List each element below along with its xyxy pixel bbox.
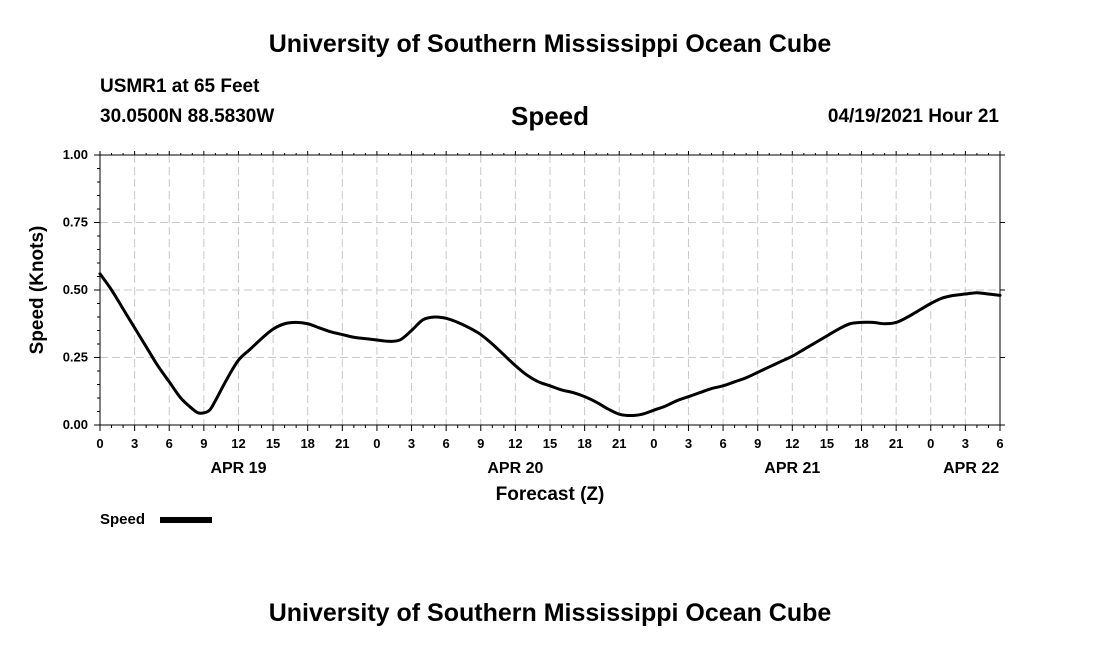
x-tick-label: 6 [443,436,450,451]
x-tick-label: 9 [754,436,761,451]
y-axis-title: Speed (Knots) [27,226,48,355]
legend: Speed [100,511,212,528]
forecast-timestamp: 04/19/2021 Hour 21 [827,106,999,127]
series-line-speed [98,272,1002,418]
x-tick-label: 0 [650,436,657,451]
x-tick-label: 6 [166,436,173,451]
x-tick-label: 0 [927,436,934,451]
x-tick-label: 18 [854,436,868,451]
x-tick-label: 3 [685,436,692,451]
x-tick-label: 21 [335,436,349,451]
x-tick-label: 3 [408,436,415,451]
x-tick-label: 3 [962,436,969,451]
x-tick-label: 9 [477,436,484,451]
page-title: University of Southern Mississippi Ocean… [268,30,832,58]
x-tick-label: 6 [719,436,726,451]
date-label: APR 22 [943,460,999,477]
x-tick-label: 6 [996,436,1003,451]
y-tick-label: 0.50 [63,282,88,297]
x-tick-label: 0 [373,436,380,451]
x-tick-label: 9 [200,436,207,451]
x-tick-label: 21 [889,436,903,451]
date-label: APR 19 [210,460,266,477]
x-tick-label: 12 [508,436,522,451]
x-tick-label: 21 [612,436,626,451]
x-axis-title: Forecast (Z) [496,484,605,505]
station-label: USMR1 at 65 Feet [100,76,260,97]
x-tick-label: 18 [300,436,314,451]
y-tick-label: 0.25 [63,350,88,365]
x-tick-label: 12 [785,436,799,451]
x-tick-label: 12 [231,436,245,451]
series-layer [98,272,1002,418]
chart-title: Speed [510,101,590,131]
x-tick-label: 15 [266,436,280,451]
legend-swatch [160,517,212,523]
x-tick-label: 15 [543,436,557,451]
station-coordinates: 30.0500N 88.5830W [100,106,275,127]
y-tick-label: 1.00 [63,147,88,162]
x-tick-label: 15 [820,436,834,451]
date-label: APR 20 [487,460,543,477]
x-tick-label: 3 [131,436,138,451]
y-tick-label: 0.75 [63,215,88,230]
grid [100,155,1000,425]
date-label: APR 21 [764,460,820,477]
x-tick-label: 18 [577,436,591,451]
x-tick-label: 0 [96,436,103,451]
ticks: 0.00 0.25 0.50 0.75 1.00 0 3 6 9 12 15 18 21 0 3 6 9 12 15… [63,147,1005,477]
footer-title: University of Southern Mississippi Ocean… [268,599,832,627]
legend-label: Speed [100,511,145,528]
y-tick-label: 0.00 [63,417,88,432]
